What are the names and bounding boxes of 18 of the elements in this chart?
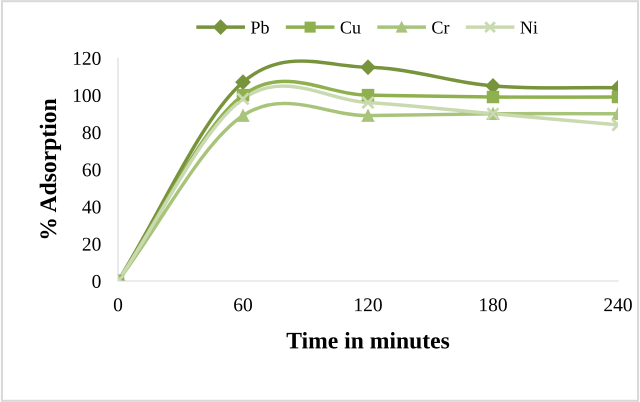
x-tick-label: 60 [234,298,252,312]
y-tick-label: 20 [82,238,101,251]
legend-label: Cr [432,21,450,34]
y-tick-label: 100 [74,88,101,102]
x-tick-label: 240 [604,298,632,312]
y-tick-label: 120 [74,52,101,65]
legend-label: Pb [250,20,269,34]
legend-label: Ni [520,21,538,34]
x-axis-title: Time in minutes [286,332,450,349]
y-tick-label: 80 [82,126,101,140]
y-tick-label: 40 [82,200,101,214]
y-tick-label: 0 [92,274,101,288]
x-tick-label: 120 [355,298,382,312]
x-tick-label: 0 [114,298,122,312]
legend-label: Cu [340,21,361,34]
y-axis-title: % Adsorption [40,98,62,238]
y-tick-label: 60 [82,163,101,176]
x-tick-label: 180 [480,298,507,312]
